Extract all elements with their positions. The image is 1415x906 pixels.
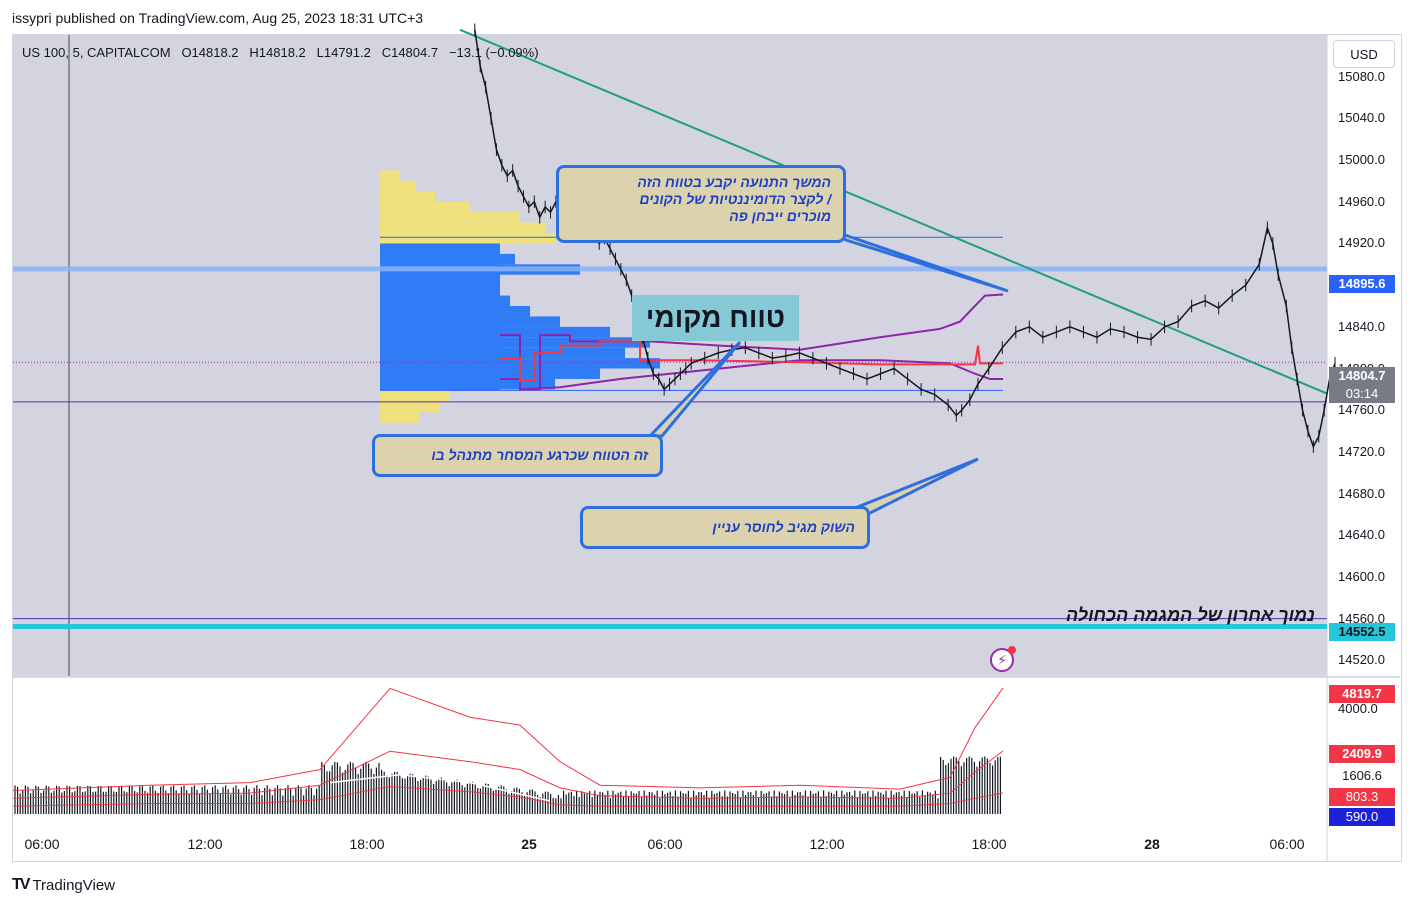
top-callout-line-2: / לקצר הדומיננטיות של הקונים (639, 191, 831, 207)
open-value: O14818.2 (181, 45, 239, 60)
currency-button[interactable]: USD (1333, 40, 1395, 68)
profile-bin-yellow (380, 212, 520, 223)
grid-layer (13, 35, 1400, 862)
profile-bin-blue (500, 253, 515, 265)
price-tick-label: 15080.0 (1338, 68, 1385, 84)
profile-bin-yellow (380, 391, 450, 402)
support-label[interactable]: נמוך אחרון של המגמה הכחולה (1066, 605, 1315, 625)
price-tick-label: 14760.0 (1338, 402, 1385, 418)
profile-bin-yellow (380, 233, 555, 244)
symbol-info: US 100, 5, CAPITALCOM O14818.2 H14818.2 … (22, 45, 539, 60)
time-tick-label: 25 (521, 836, 537, 852)
profile-bin-blue (500, 368, 600, 379)
profile-bin-blue (500, 347, 625, 359)
countdown-tag: 03:14 (1329, 385, 1395, 403)
profile-bin-blue (500, 326, 610, 338)
volume-lower-band (12, 786, 1004, 807)
low-value: L14791.2 (316, 45, 371, 60)
level-price-tag-cyan: 14552.5 (1329, 623, 1395, 641)
profile-bin-yellow (380, 180, 415, 192)
volume-tag: 1606.6 (1329, 767, 1395, 785)
profile-bin-blue (500, 316, 560, 327)
profile-bin-yellow (380, 191, 435, 202)
lightning-icon[interactable]: ⚡ (990, 646, 1016, 672)
time-tick-label: 28 (1144, 836, 1160, 852)
local-range-label[interactable]: טווח מקומי (632, 295, 799, 341)
time-tick-label: 06:00 (24, 836, 60, 852)
volume-ma-line (329, 774, 551, 802)
time-tick-label: 06:00 (647, 836, 683, 852)
price-tick-label: 15040.0 (1338, 110, 1385, 126)
high-value: H14818.2 (249, 45, 306, 60)
profile-bin-blue (500, 305, 530, 317)
price-tick-label: 14680.0 (1338, 485, 1385, 501)
footer[interactable]: TV TradingView (12, 876, 115, 894)
price-tick-label: 15000.0 (1338, 152, 1385, 168)
profile-bin-yellow (380, 222, 545, 234)
volume-tick-label: 4000.0 (1338, 701, 1378, 717)
price-tick-label: 14560.0 (1338, 610, 1385, 626)
time-tick-label: 18:00 (349, 836, 385, 852)
range-callout-text: זה הטווח שכרגע המסחר מתנהל בו (431, 447, 648, 463)
profile-bin-blue (500, 358, 660, 369)
level-price-tag-blue: 14895.6 (1329, 275, 1395, 293)
volume-upper-band (12, 687, 1004, 791)
price-tick-label: 14840.0 (1338, 318, 1385, 334)
tradingview-logo-icon: TV (12, 876, 31, 893)
price-tick-label: 14640.0 (1338, 527, 1385, 543)
ma-tag: 590.0 (1329, 808, 1395, 826)
volume-profile (380, 170, 660, 423)
last-price-tag: 14804.7 (1329, 367, 1395, 385)
volume-pane-bg (13, 678, 1327, 814)
time-tick-label: 06:00 (1269, 836, 1305, 852)
time-tick-label: 12:00 (809, 836, 845, 852)
lower-band-tag: 803.3 (1329, 788, 1395, 806)
profile-bin-yellow (380, 401, 440, 413)
top-callout[interactable]: המשך התנועה יקבע בטווח הזה / לקצר הדומינ… (556, 165, 846, 243)
profile-bin-blue (500, 378, 555, 390)
change-value: −13.1 (−0.09%) (448, 45, 539, 60)
price-tick-label: 14600.0 (1338, 568, 1385, 584)
price-tick-label: 14520.0 (1338, 652, 1385, 668)
profile-bin-blue (500, 295, 510, 306)
price-tick-label: 14720.0 (1338, 443, 1385, 459)
top-callout-line-3: מוכרים ייבחן פה (729, 208, 831, 224)
price-pane-bg (13, 35, 1327, 676)
vwap-lower-band (500, 359, 1003, 391)
price-tick-label: 14960.0 (1338, 193, 1385, 209)
range-callout[interactable]: זה הטווח שכרגע המסחר מתנהל בו (372, 434, 663, 477)
trend-line (459, 28, 1328, 395)
notification-dot (1008, 646, 1016, 654)
volume-mid-band (12, 750, 1004, 799)
symbol-name: US 100, 5, CAPITALCOM (22, 45, 171, 60)
price-tick-label: 14920.0 (1338, 235, 1385, 251)
profile-bin-yellow (380, 201, 470, 213)
value-area-block (380, 237, 500, 391)
market-callout[interactable]: השוק מגיב לחוסר עניין (580, 506, 870, 549)
volume-pane (12, 687, 1004, 814)
mid-band-tag: 2409.9 (1329, 745, 1395, 763)
close-value: C14804.7 (381, 45, 439, 60)
horizontal-levels (13, 28, 1328, 629)
indicator-lines (500, 293, 1004, 391)
time-tick-label: 12:00 (187, 836, 223, 852)
profile-bin-yellow (380, 412, 420, 423)
profile-bin-blue (500, 337, 650, 348)
footer-brand: TradingView (32, 876, 115, 894)
profile-bin-yellow (380, 170, 400, 181)
time-tick-label: 18:00 (971, 836, 1007, 852)
vwap-line (500, 340, 1003, 383)
top-callout-line-1: המשך התנועה יקבע בטווח הזה (637, 174, 831, 190)
upper-band-tag: 4819.7 (1329, 685, 1395, 703)
market-callout-text: השוק מגיב לחוסר עניין (712, 519, 855, 535)
publisher-header: issypri published on TradingView.com, Au… (12, 10, 424, 26)
